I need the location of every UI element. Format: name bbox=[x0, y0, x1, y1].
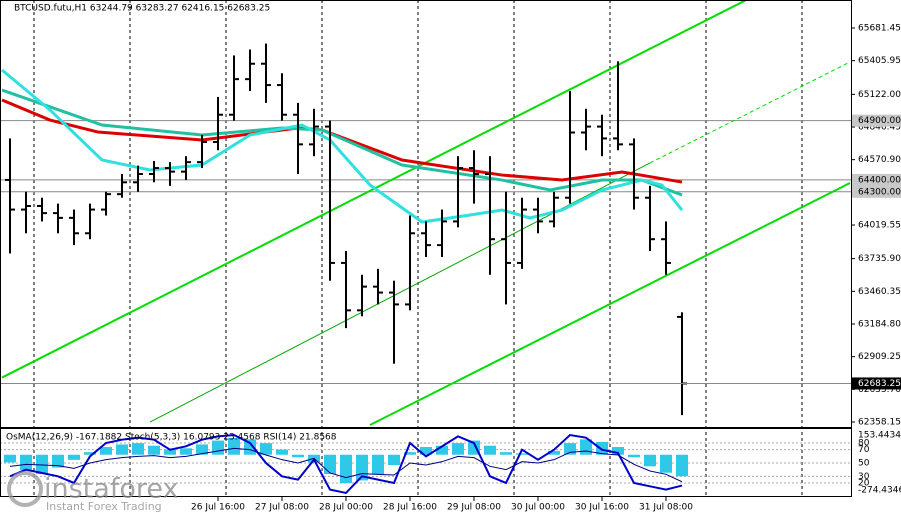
level-label-box bbox=[852, 185, 901, 198]
osma-bar bbox=[564, 443, 576, 455]
overlay-line bbox=[1, 68, 684, 224]
osc-tick-label: 70 bbox=[858, 445, 870, 455]
osma-bar bbox=[500, 452, 512, 455]
pane-border bbox=[0, 428, 852, 497]
osma-bar bbox=[292, 454, 304, 458]
x-tick-label: 30 Jul 16:00 bbox=[575, 503, 629, 513]
last-price-label: 62683.25 bbox=[858, 379, 901, 389]
overlay-line bbox=[369, 182, 851, 426]
watermark: instaforex Instant Forex Trading bbox=[7, 471, 178, 513]
osma-bar bbox=[436, 445, 448, 455]
y-tick-label: 63735.90 bbox=[858, 254, 901, 264]
osma-bar bbox=[276, 449, 288, 455]
x-tick-label: 26 Jul 16:00 bbox=[191, 503, 245, 513]
osma-bar bbox=[340, 454, 352, 484]
osma-bar bbox=[100, 447, 112, 455]
osma-bar bbox=[52, 454, 64, 468]
osma-bar bbox=[612, 447, 624, 455]
y-tick-label: 65405.95 bbox=[858, 56, 901, 66]
level-label-box bbox=[852, 114, 901, 127]
osma-bar bbox=[84, 452, 96, 455]
y-tick-label: 62909.25 bbox=[858, 352, 901, 362]
brand: instaforex bbox=[44, 474, 178, 505]
osma-bar bbox=[420, 447, 432, 455]
osma-bar bbox=[260, 443, 272, 455]
vertical-grid bbox=[33, 0, 803, 497]
osc-tick-label: 20 bbox=[858, 478, 870, 488]
osma-bar bbox=[596, 441, 608, 455]
rsi-line bbox=[9, 447, 683, 483]
osma-bar bbox=[132, 443, 144, 455]
x-tick-label: 27 Jul 08:00 bbox=[255, 503, 309, 513]
y-tick-label: 64846.45 bbox=[858, 122, 901, 132]
osma-bar bbox=[644, 454, 656, 467]
osc-tick-label: 80 bbox=[858, 439, 870, 449]
y-tick-label: 62358.15 bbox=[858, 418, 901, 428]
osma-bar bbox=[516, 453, 528, 455]
chart-title: BTCUSD.futu,H1 63244.79 63283.27 62416.1… bbox=[14, 4, 270, 14]
pane-border bbox=[0, 0, 852, 428]
y-tick-label: 62633.70 bbox=[858, 385, 901, 395]
osma-bar bbox=[68, 454, 80, 460]
osma-bar bbox=[116, 444, 128, 455]
osma-bar bbox=[452, 443, 464, 455]
y-tick-label: 63460.35 bbox=[858, 287, 901, 297]
osma-bar bbox=[628, 454, 640, 458]
osma-bar bbox=[372, 454, 384, 475]
osma-bar bbox=[484, 445, 496, 455]
x-tick-label: 30 Jul 00:00 bbox=[511, 503, 565, 513]
osma-bar bbox=[404, 452, 416, 455]
osma-bar bbox=[4, 454, 16, 463]
osma-bar bbox=[660, 454, 672, 473]
level-label: 64300.00 bbox=[858, 187, 901, 197]
osc-tick-label: 50 bbox=[858, 459, 870, 469]
osma-bar bbox=[212, 440, 224, 455]
osma-tick-label: -274.4346 bbox=[858, 486, 901, 496]
osma-bar bbox=[180, 448, 192, 455]
last-price-box bbox=[852, 377, 901, 390]
osma-tick-label: 153.4434 bbox=[858, 431, 901, 441]
level-label: 64900.00 bbox=[858, 116, 901, 126]
overlay-line bbox=[649, 61, 851, 164]
x-tick-label: 31 Jul 08:00 bbox=[639, 503, 693, 513]
osma-bar bbox=[548, 450, 560, 455]
y-tick-label: 64019.55 bbox=[858, 221, 901, 231]
osma-bar bbox=[324, 454, 336, 475]
y-tick-label: 65681.45 bbox=[858, 23, 901, 33]
osma-bar bbox=[20, 454, 32, 471]
osma-bar bbox=[388, 454, 400, 466]
y-tick-label: 65122.00 bbox=[858, 90, 901, 100]
osma-bar bbox=[196, 444, 208, 455]
x-tick-label: 28 Jul 16:00 bbox=[383, 503, 437, 513]
price-pane bbox=[0, 0, 851, 426]
y-tick-label: 63184.80 bbox=[858, 319, 901, 329]
stoch-line bbox=[9, 433, 683, 495]
y-tick-label: 64570.90 bbox=[858, 155, 901, 165]
tagline: Instant Forex Trading bbox=[46, 500, 162, 513]
osma-bar bbox=[676, 454, 688, 477]
x-tick-label: 28 Jul 00:00 bbox=[319, 503, 373, 513]
x-tick-label: 29 Jul 08:00 bbox=[447, 503, 501, 513]
osma-bar bbox=[36, 454, 48, 475]
level-label: 64400.00 bbox=[858, 175, 901, 185]
osc-tick-label: 30 bbox=[858, 472, 870, 482]
level-label-box bbox=[852, 173, 901, 186]
osma-bar bbox=[164, 449, 176, 455]
indicator-pane bbox=[0, 433, 851, 495]
overlay-line bbox=[1, 88, 683, 197]
osma-bar bbox=[228, 438, 240, 455]
osma-bar bbox=[148, 445, 160, 455]
indicator-title: OsMA(12,26,9) -167.1882 Stoch(5,3,3) 16.… bbox=[6, 433, 337, 443]
